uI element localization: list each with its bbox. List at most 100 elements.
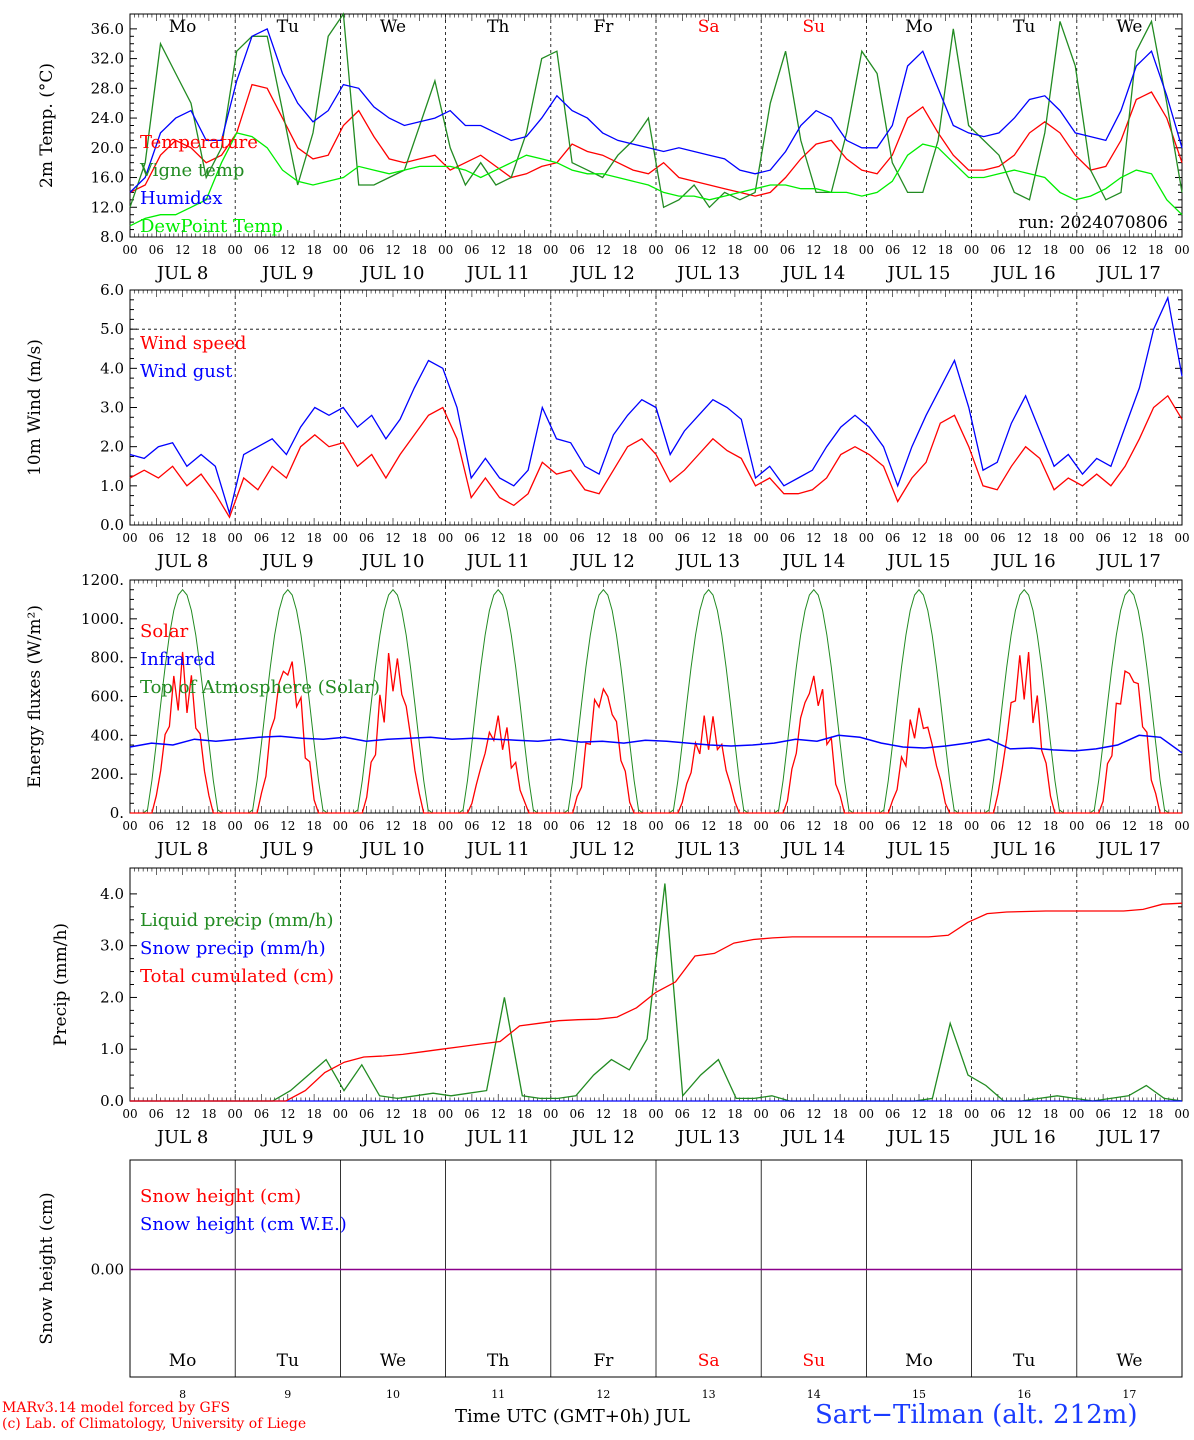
weekday-label: Sa <box>698 17 720 37</box>
date-label: JUL 17 <box>1096 263 1161 284</box>
date-label: JUL 15 <box>886 263 951 284</box>
hour-tick-label: 18 <box>938 531 953 545</box>
hour-tick-label: 18 <box>938 819 953 833</box>
hour-tick-label: 00 <box>122 819 137 833</box>
date-label: JUL 8 <box>155 1127 209 1148</box>
hour-tick-label: 00 <box>1069 1107 1084 1121</box>
hour-tick-label: 06 <box>675 819 690 833</box>
panel-temperature: 00 06 12 18 00 06 12 18 00 06 12 18 00 06 12 18 00 06 12 18… <box>37 12 1190 284</box>
hour-tick-label: 00 <box>1069 819 1084 833</box>
hour-tick-label: 00 <box>1174 1107 1189 1121</box>
hour-tick-label: 00 <box>543 531 558 545</box>
hour-tick-label: 06 <box>359 531 374 545</box>
legend-entry: Snow height (cm) <box>140 1186 301 1207</box>
hour-tick-label: 06 <box>569 243 584 257</box>
y-tick-label: 4.0 <box>100 359 124 377</box>
hour-tick-label: 06 <box>254 819 269 833</box>
hour-tick-label: 06 <box>464 1107 479 1121</box>
date-label: JUL 17 <box>1096 839 1161 860</box>
hour-tick-label: 18 <box>412 243 427 257</box>
hour-tick-label: 06 <box>675 531 690 545</box>
hour-tick-label: 00 <box>964 531 979 545</box>
hour-tick-label: 18 <box>938 1107 953 1121</box>
hour-tick-label: 06 <box>990 819 1005 833</box>
hour-tick-label: 00 <box>648 819 663 833</box>
hour-tick-label: 00 <box>1174 243 1189 257</box>
hour-tick-label: 00 <box>438 531 453 545</box>
hour-tick-label: 06 <box>990 243 1005 257</box>
y-tick-label: 8.0 <box>100 228 124 246</box>
date-label: JUL 11 <box>465 551 530 572</box>
hour-tick-label: 18 <box>412 819 427 833</box>
hour-tick-label: 00 <box>333 819 348 833</box>
date-number: 10 <box>386 1388 400 1401</box>
hour-tick-label: 18 <box>832 243 847 257</box>
date-label: JUL 16 <box>991 839 1056 860</box>
hour-tick-label: 06 <box>359 243 374 257</box>
station-label: Sart−Tilman (alt. 212m) <box>815 1400 1138 1430</box>
legend-entry: Vigne temp <box>139 160 244 181</box>
hour-tick-label: 00 <box>648 243 663 257</box>
hour-tick-label: 18 <box>517 1107 532 1121</box>
hour-tick-label: 12 <box>596 243 611 257</box>
hour-tick-label: 00 <box>648 1107 663 1121</box>
hour-tick-label: 12 <box>491 531 506 545</box>
hour-tick-label: 12 <box>1122 819 1137 833</box>
date-label: JUL 10 <box>360 839 425 860</box>
hour-tick-label: 18 <box>517 819 532 833</box>
panel-snow: 0.00 Snow height (cm) Mo 8 Tu 9 We 10 Th 11 Fr 12 Sa… <box>37 1159 1183 1401</box>
hour-tick-label: 06 <box>464 819 479 833</box>
hour-tick-label: 00 <box>333 1107 348 1121</box>
hour-tick-label: 00 <box>1174 531 1189 545</box>
hour-tick-label: 12 <box>911 1107 926 1121</box>
hour-tick-label: 06 <box>1095 819 1110 833</box>
hour-tick-label: 06 <box>254 243 269 257</box>
hour-tick-label: 00 <box>122 1107 137 1121</box>
y-tick-label: 0.00 <box>91 1261 124 1279</box>
date-label: JUL 9 <box>260 263 314 284</box>
y-tick-label: 32.0 <box>91 50 124 68</box>
hour-tick-label: 00 <box>859 1107 874 1121</box>
hour-tick-label: 18 <box>517 243 532 257</box>
legend-entry: Total cumulated (cm) <box>140 966 334 987</box>
hour-tick-label: 12 <box>1017 819 1032 833</box>
legend-entry: Liquid precip (mm/h) <box>140 910 334 931</box>
hour-tick-label: 12 <box>701 243 716 257</box>
y-tick-label: 0.0 <box>100 1092 124 1110</box>
y-tick-label: 600. <box>91 688 124 706</box>
hour-tick-label: 00 <box>964 243 979 257</box>
hour-tick-label: 12 <box>1122 531 1137 545</box>
date-number: 14 <box>807 1388 821 1401</box>
hour-tick-label: 12 <box>1017 531 1032 545</box>
hour-tick-label: 06 <box>780 1107 795 1121</box>
y-tick-label: 0.0 <box>100 516 124 534</box>
y-tick-label: 4.0 <box>100 885 124 903</box>
y-axis-label: 10m Wind (m/s) <box>25 339 45 476</box>
date-label: JUL 17 <box>1096 1127 1161 1148</box>
hour-tick-label: 00 <box>859 819 874 833</box>
date-label: JUL 9 <box>260 1127 314 1148</box>
panel-precip: 00 06 12 18 00 06 12 18 00 06 12 18 00 06 12 18 00 06 12 18… <box>51 867 1190 1148</box>
hour-tick-label: 18 <box>938 243 953 257</box>
hour-tick-label: 12 <box>701 819 716 833</box>
hour-tick-label: 00 <box>648 531 663 545</box>
date-label: JUL 10 <box>360 1127 425 1148</box>
hour-tick-label: 18 <box>727 531 742 545</box>
hour-tick-label: 00 <box>754 1107 769 1121</box>
weekday-label: Fr <box>593 17 614 37</box>
hour-tick-label: 12 <box>911 531 926 545</box>
date-label: JUL 16 <box>991 1127 1056 1148</box>
hour-tick-label: 18 <box>306 531 321 545</box>
hour-tick-label: 12 <box>280 1107 295 1121</box>
date-label: JUL 12 <box>570 263 635 284</box>
hour-tick-label: 12 <box>596 531 611 545</box>
hour-tick-label: 18 <box>622 1107 637 1121</box>
hour-tick-label: 12 <box>806 1107 821 1121</box>
hour-tick-label: 00 <box>754 531 769 545</box>
date-label: JUL 13 <box>675 551 740 572</box>
hour-tick-label: 18 <box>727 819 742 833</box>
hour-tick-label: 18 <box>1043 531 1058 545</box>
weekday-label: Mo <box>905 1351 933 1371</box>
hour-tick-label: 18 <box>412 1107 427 1121</box>
hour-tick-label: 06 <box>359 1107 374 1121</box>
